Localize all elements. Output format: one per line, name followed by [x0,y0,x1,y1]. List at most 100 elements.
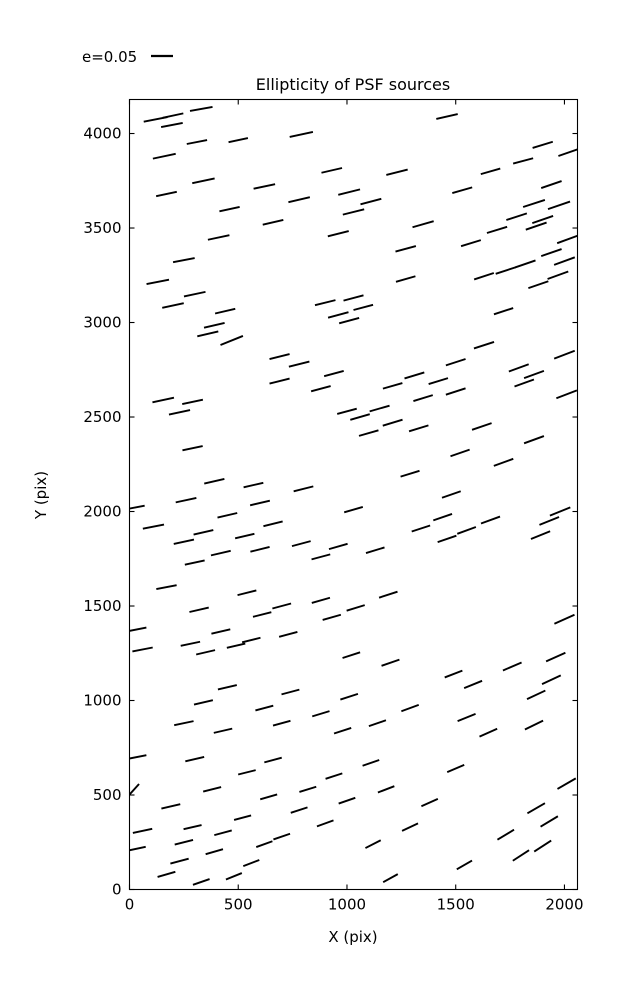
psf-whisker [288,196,311,204]
psf-whisker [152,396,175,404]
psf-whisker [129,783,140,796]
psf-whisker [558,148,578,157]
psf-whisker [395,275,416,283]
psf-whisker [175,497,197,504]
psf-whisker [259,793,278,801]
psf-whisker [142,523,165,530]
axes-frame [128,98,579,891]
psf-whisker [493,457,514,467]
legend: e=0.05 [82,48,173,66]
psf-whisker [444,669,463,679]
psf-whisker [342,208,365,216]
y-tick-label: 3000 [83,314,121,332]
axes-spines [128,98,579,891]
psf-whisker [255,704,274,712]
psf-whisker [189,106,213,112]
psf-whisker [205,848,224,856]
psf-whisker [525,221,547,231]
psf-whisker [480,167,501,176]
psf-whisker [496,828,515,841]
psf-whisker [314,299,336,307]
y-tick-label: 1500 [83,597,121,615]
psf-whisker [377,785,395,794]
psf-whisker [411,524,431,533]
psf-whisker [428,377,449,385]
psf-whisker [553,349,576,360]
psf-whisker [369,404,390,413]
psf-whisker [540,180,562,189]
psf-whisker [502,661,522,672]
psf-whisker [445,358,466,367]
psf-whisker [183,824,202,831]
psf-whisker [547,270,569,280]
psf-whisker [386,168,408,176]
x-tick-label: 1000 [328,896,366,914]
psf-whisker [404,371,425,380]
psf-whisker [243,481,264,489]
psf-whisker [446,764,465,774]
psf-whisker [278,630,298,638]
psf-whisker [528,280,549,290]
psf-whisker [129,845,146,852]
psf-whisker [249,499,271,507]
psf-whisker [365,546,385,554]
psf-whisker [172,257,195,264]
psf-whisker [132,827,153,834]
psf-whisker [197,330,219,338]
psf-whisker [325,772,343,780]
psf-whisker [269,353,290,360]
psf-whisker [173,538,195,545]
psf-whisker [311,710,330,718]
whisker-field [129,106,578,886]
psf-whisker [382,873,399,884]
psf-whisker [401,822,419,832]
psf-whisker [290,806,308,814]
psf-whisker [202,786,222,793]
psf-whisker [512,849,530,862]
psf-whisker [395,245,417,253]
psf-whisker [269,377,290,385]
psf-whisker [214,829,232,837]
psf-whisker [155,190,177,198]
psf-whisker [228,137,249,144]
psf-whisker [210,549,231,557]
psf-whisker [364,839,382,849]
psf-whisker [532,140,554,149]
psf-whisker [192,878,210,886]
psf-whisker [400,469,420,478]
psf-whisker [157,870,176,878]
psf-whisker [554,613,575,625]
psf-whisker [241,636,261,644]
psf-whisker [203,322,225,329]
psf-whisker [401,704,420,713]
psf-whisker [189,606,209,613]
psf-whisker [262,219,284,226]
psf-whisker [162,302,184,309]
y-tick-label: 2500 [83,408,121,426]
psf-whisker [129,504,145,510]
psf-whisker [506,212,528,221]
psf-whisker [556,389,578,400]
psf-whisker [346,604,365,612]
psf-whisker [311,553,331,561]
psf-whisker [456,526,477,535]
psf-whisker [338,188,361,196]
psf-whisker [217,512,238,519]
psf-whisker [193,699,214,706]
psf-whisker [526,802,546,815]
psf-whisker [541,674,562,685]
psf-whisker [193,529,214,536]
psf-whisker [161,803,181,810]
psf-whisker [264,756,282,764]
y-tick-label: 0 [112,881,122,899]
psf-whisker [272,719,291,727]
psf-whisker [456,859,473,871]
psf-whisker [412,220,434,229]
psf-whisker [211,628,231,635]
psf-whisker [343,506,364,514]
psf-whisker [381,658,400,667]
psf-whisker [473,341,495,350]
psf-whisker [493,307,514,316]
psf-whisker [530,530,551,540]
psf-whisker [514,259,536,269]
